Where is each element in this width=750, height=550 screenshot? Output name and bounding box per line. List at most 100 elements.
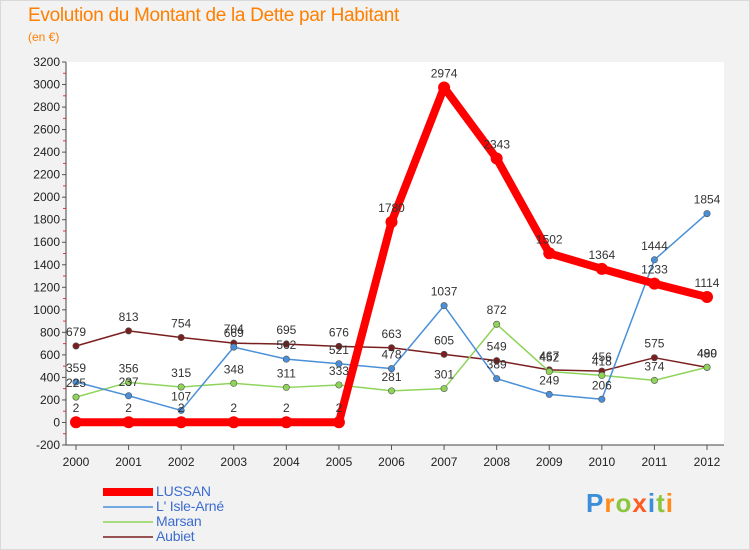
x-tick-label: 2011 xyxy=(642,455,668,469)
data-label-lussan: 1233 xyxy=(641,263,668,277)
logo-letter: P xyxy=(586,488,605,518)
y-tick-label: 1200 xyxy=(33,280,60,294)
y-tick-label: -200 xyxy=(36,438,60,452)
data-point-aubiet xyxy=(493,357,501,365)
data-point-marsan xyxy=(703,363,711,371)
legend-swatch-marsan xyxy=(103,521,153,523)
legend-item-marsan: Marsan xyxy=(103,513,343,530)
data-label-l-isle-arn: 107 xyxy=(171,389,191,403)
logo-letter: x xyxy=(632,488,648,518)
logo-letter: i xyxy=(665,488,674,518)
data-point-aubiet xyxy=(440,350,448,358)
data-label-l-isle-arn: 237 xyxy=(119,375,139,389)
data-point-marsan xyxy=(335,381,343,389)
data-label-marsan: 225 xyxy=(66,376,86,390)
data-label-lussan: 1364 xyxy=(588,248,615,262)
data-label-l-isle-arn: 1037 xyxy=(431,285,458,299)
legend-item-aubiet: Aubiet xyxy=(103,528,343,545)
data-label-lussan: 2 xyxy=(125,401,132,415)
data-label-marsan: 315 xyxy=(171,366,191,380)
legend-swatch-aubiet xyxy=(103,536,153,538)
chart-title: Evolution du Montant de la Dette par Hab… xyxy=(28,5,399,26)
legend: LUSSAN L' Isle-Arné Marsan Aubiet xyxy=(103,483,343,545)
data-point-lussan xyxy=(175,416,188,429)
x-tick-label: 2005 xyxy=(326,455,353,469)
data-label-marsan: 333 xyxy=(329,364,349,378)
data-point-lussan xyxy=(385,215,398,228)
data-label-marsan: 872 xyxy=(487,303,507,317)
legend-item-isle-arne: L' Isle-Arné xyxy=(103,498,343,515)
data-label-lussan: 2343 xyxy=(483,138,510,152)
y-tick-label: 1000 xyxy=(33,303,60,317)
data-point-l-isle-arn xyxy=(493,375,501,383)
data-label-lussan: 1114 xyxy=(695,276,720,290)
data-point-marsan xyxy=(493,320,501,328)
data-point-aubiet xyxy=(72,342,80,350)
y-tick-label: 3000 xyxy=(33,78,60,92)
data-label-aubiet: 704 xyxy=(224,322,244,336)
data-label-aubiet: 549 xyxy=(487,340,507,354)
y-tick-label: 200 xyxy=(40,393,60,407)
data-label-lussan: 2 xyxy=(73,401,80,415)
data-label-marsan: 418 xyxy=(592,354,612,368)
data-label-aubiet: 489 xyxy=(697,346,717,360)
data-label-aubiet: 467 xyxy=(539,349,559,363)
data-point-lussan xyxy=(595,262,608,275)
data-point-lussan xyxy=(438,81,451,94)
data-point-lussan xyxy=(332,416,345,429)
data-point-lussan xyxy=(122,416,135,429)
logo-letter: i xyxy=(647,488,657,518)
data-label-l-isle-arn: 1444 xyxy=(641,239,668,253)
y-tick-label: 1800 xyxy=(33,213,60,227)
y-tick-label: 1600 xyxy=(33,235,60,249)
data-point-l-isle-arn xyxy=(703,210,711,218)
x-tick-label: 2002 xyxy=(168,455,195,469)
data-point-aubiet xyxy=(177,334,185,342)
data-point-l-isle-arn xyxy=(335,360,343,368)
legend-label-lussan: LUSSAN xyxy=(156,483,211,499)
y-tick-label: 0 xyxy=(53,415,60,429)
data-point-l-isle-arn xyxy=(282,355,290,363)
x-tick-label: 2007 xyxy=(431,455,458,469)
data-label-aubiet: 695 xyxy=(276,323,296,337)
data-label-lussan: 2 xyxy=(336,401,343,415)
x-tick-label: 2009 xyxy=(536,455,563,469)
legend-label-aubiet: Aubiet xyxy=(156,528,195,544)
data-point-marsan xyxy=(545,368,553,376)
data-point-aubiet xyxy=(387,344,395,352)
data-label-marsan: 301 xyxy=(434,368,454,382)
x-tick-label: 2003 xyxy=(220,455,247,469)
y-tick-label: 3200 xyxy=(33,55,60,69)
legend-label-marsan: Marsan xyxy=(156,513,202,529)
logo-letter: t xyxy=(656,488,666,518)
chart-subtitle: (en €) xyxy=(28,30,60,44)
data-label-marsan: 348 xyxy=(224,362,244,376)
data-point-l-isle-arn xyxy=(387,365,395,373)
data-label-aubiet: 754 xyxy=(171,317,191,331)
proxiti-logo: Proxiti xyxy=(586,488,674,519)
logo-letter: r xyxy=(604,488,616,518)
data-label-l-isle-arn: 478 xyxy=(381,348,401,362)
data-point-l-isle-arn xyxy=(650,256,658,264)
data-point-aubiet xyxy=(650,354,658,362)
data-label-aubiet: 813 xyxy=(119,310,139,324)
data-point-marsan xyxy=(125,378,133,386)
data-point-l-isle-arn xyxy=(125,392,133,400)
data-point-marsan xyxy=(650,376,658,384)
x-tick-label: 2012 xyxy=(694,455,721,469)
data-point-lussan xyxy=(70,416,82,429)
legend-swatch-isle-arne xyxy=(103,506,153,508)
data-label-l-isle-arn: 249 xyxy=(539,373,559,387)
data-label-aubiet: 676 xyxy=(329,325,349,339)
data-point-marsan xyxy=(282,383,290,391)
plot-area xyxy=(66,62,724,445)
data-point-lussan xyxy=(227,416,240,429)
legend-swatch-lussan xyxy=(103,488,153,496)
data-label-marsan: 281 xyxy=(381,370,401,384)
data-point-marsan xyxy=(72,393,80,401)
data-label-l-isle-arn: 206 xyxy=(592,378,612,392)
legend-label-isle-arne: L' Isle-Arné xyxy=(156,498,224,514)
data-point-l-isle-arn xyxy=(598,395,606,403)
y-tick-label: 600 xyxy=(40,348,60,362)
